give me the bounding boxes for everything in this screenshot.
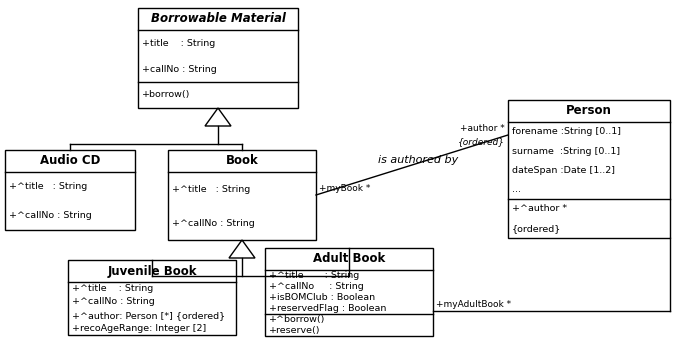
Text: +reserve(): +reserve() bbox=[269, 326, 321, 335]
Bar bbox=[508, 100, 670, 238]
Text: Adult Book: Adult Book bbox=[313, 252, 385, 265]
Text: +isBOMClub : Boolean: +isBOMClub : Boolean bbox=[269, 293, 375, 302]
Text: +^title    : String: +^title : String bbox=[72, 284, 153, 293]
Text: +^author: Person [*] {ordered}: +^author: Person [*] {ordered} bbox=[72, 311, 225, 320]
Text: Borrowable Material: Borrowable Material bbox=[151, 13, 285, 26]
Text: {ordered}: {ordered} bbox=[512, 224, 561, 233]
Text: dateSpan :Date [1..2]: dateSpan :Date [1..2] bbox=[512, 166, 615, 175]
Text: +^author *: +^author * bbox=[512, 205, 567, 213]
Text: +^title   : String: +^title : String bbox=[172, 184, 250, 194]
Text: +^title       : String: +^title : String bbox=[269, 271, 359, 280]
Bar bbox=[265, 248, 433, 336]
Text: Book: Book bbox=[226, 155, 258, 168]
Text: +^title   : String: +^title : String bbox=[9, 182, 87, 191]
Bar bbox=[5, 150, 135, 230]
Text: +myBook *: +myBook * bbox=[319, 184, 370, 193]
Text: +^callNo : String: +^callNo : String bbox=[172, 219, 255, 227]
Text: is authored by: is authored by bbox=[378, 155, 458, 165]
Text: +reservedFlag : Boolean: +reservedFlag : Boolean bbox=[269, 304, 386, 313]
Bar bbox=[68, 260, 236, 335]
Text: forename :String [0..1]: forename :String [0..1] bbox=[512, 127, 621, 136]
Text: +callNo : String: +callNo : String bbox=[142, 65, 217, 74]
Text: {ordered}: {ordered} bbox=[458, 137, 505, 146]
Text: +author *: +author * bbox=[460, 124, 505, 133]
Text: +borrow(): +borrow() bbox=[142, 91, 191, 100]
Text: surname  :String [0..1]: surname :String [0..1] bbox=[512, 146, 620, 156]
Text: +title    : String: +title : String bbox=[142, 39, 215, 48]
Text: Audio CD: Audio CD bbox=[40, 155, 100, 168]
Text: +recoAgeRange: Integer [2]: +recoAgeRange: Integer [2] bbox=[72, 324, 206, 333]
Bar bbox=[138, 8, 298, 108]
Text: +^callNo     : String: +^callNo : String bbox=[269, 282, 364, 291]
Text: +^borrow(): +^borrow() bbox=[269, 315, 325, 324]
Text: +^callNo : String: +^callNo : String bbox=[9, 211, 92, 220]
Text: Juvenile Book: Juvenile Book bbox=[107, 264, 197, 277]
Text: +^callNo : String: +^callNo : String bbox=[72, 298, 155, 306]
Bar bbox=[168, 150, 316, 240]
Text: ...: ... bbox=[512, 185, 521, 194]
Text: Person: Person bbox=[566, 105, 612, 118]
Text: +myAdultBook *: +myAdultBook * bbox=[436, 300, 511, 310]
